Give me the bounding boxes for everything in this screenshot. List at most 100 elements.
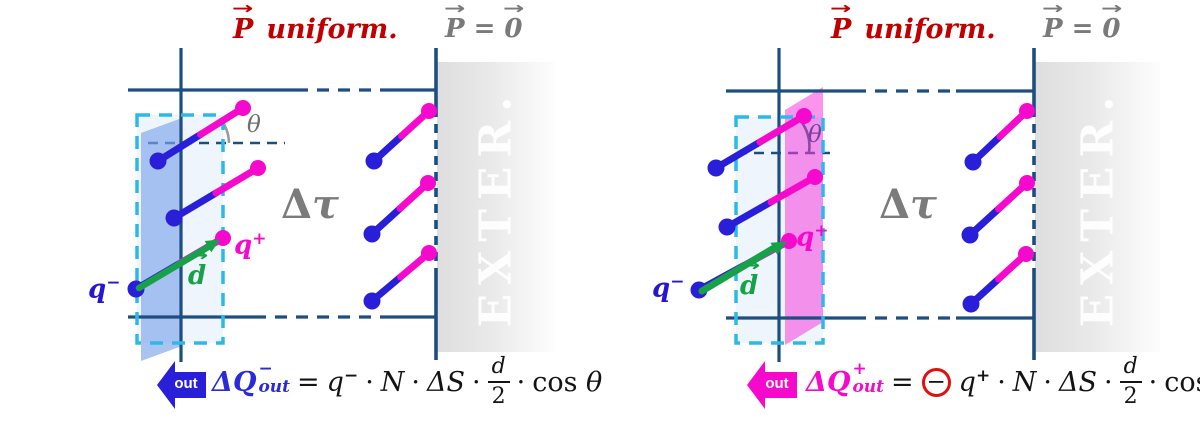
equals-sign: = [473,14,496,44]
fraction-bar [487,380,510,384]
formula-lhs: ΔQ − out [212,359,290,400]
positive-charge-dot [1018,246,1034,262]
control-volume-box [734,115,825,345]
formula-lhs: ΔQ + out [806,360,884,400]
negative-charge-dot [363,292,381,310]
sup-sub-group: − out [258,359,290,397]
delta-s-term: ΔS [427,366,466,398]
p-vector-symbol: → P [444,0,465,44]
p-vector-symbol: → P [1042,0,1063,44]
out-flux-arrow-positive [747,361,797,409]
vector-arrow-icon: → [830,0,852,19]
displacement-vector-right [698,241,787,295]
d-vector-label: → d [739,256,760,301]
uniform-label: uniform. [864,14,996,45]
negative-charge-dot [961,226,979,244]
uniform-label: uniform. [266,14,398,45]
d-over-2-fraction: d 2 [1119,354,1142,409]
negative-charge-dot [718,218,736,236]
right-p-zero-label: → P = → 0 [1042,0,1123,44]
q-letter: q [958,367,976,398]
vector-arrow-icon: → [444,0,466,19]
delta-symbol: Δ [879,181,911,228]
tau-symbol: τ [312,181,339,228]
left-p-zero-label: → P = → 0 [444,0,525,44]
dipole-positive-half [767,173,819,206]
plus-sign: + [814,221,829,241]
vector-arrow-icon: → [232,0,254,19]
minus-superscript: − [343,366,359,386]
delta-q: ΔQ [806,366,851,398]
d-vector-label: → d [187,246,208,291]
zero-digit: 0 [1102,14,1121,44]
exterior-region-right: EXTER. [1035,62,1160,352]
negative-charge-dot [964,153,982,171]
fraction-bar [1119,380,1142,384]
theta-symbol: θ [586,366,603,398]
positive-charge-dot [781,233,797,249]
negative-charge-dot [363,225,381,243]
cos-label: cos [1164,366,1200,398]
tau-symbol: τ [910,181,937,228]
positive-charge-dot [250,160,266,176]
d-letter: d [740,271,759,301]
fraction-numerator: d [1123,354,1138,380]
vector-arrow-icon: → [739,256,761,276]
right-panel-frame [726,48,1036,362]
q-letter: q [88,274,107,305]
positive-charge-dot [421,245,437,261]
cos-theta-term: cos θ [1164,367,1200,398]
plus-superscript: + [975,366,991,386]
p-vector-symbol: → P [830,0,851,45]
right-panel-dipoles [690,103,1035,313]
zero-digit: 0 [504,14,523,44]
minus-sign: − [670,272,685,292]
sup-sub-group: + out [852,360,884,397]
delta-q: ΔQ [212,366,257,398]
q-plus-label: q+ [234,229,266,261]
dot-operator: · [365,366,374,398]
circled-minus-icon: − [921,367,951,397]
left-panel-title: → P uniform. [232,0,398,45]
dot-operator: · [1104,366,1113,398]
n-term: N [1012,366,1037,398]
positive-flux-formula: ΔQ + out = − q+ · N · ΔS · d 2 · cos θ [806,350,1200,414]
minus-sign: − [106,273,121,293]
equals-sign: = [891,366,914,398]
control-volume-box [135,113,225,345]
d-over-2-fraction: d 2 [487,354,510,408]
dot-operator: · [516,366,526,398]
positive-charge-dot [420,175,436,191]
positive-charge-sheet [785,87,823,345]
q-letter: q [796,222,815,253]
dot-operator: · [472,366,481,398]
exterior-region-left: EXTER. [437,62,555,352]
negative-charge-dot [365,152,383,170]
minus-superscript: − [258,359,273,380]
q-term: q− [327,366,359,398]
dipole-positive-half [197,104,247,138]
fraction-numerator: d [491,354,506,380]
p-vector-symbol: → P [232,0,253,45]
d-vector-shaft [135,243,212,292]
negative-charge-dot [707,159,725,177]
positive-charge-dot [796,108,812,124]
dot-operator: · [1043,366,1053,398]
zero-vector-symbol: → 0 [1101,0,1122,44]
positive-charge-dot [215,230,231,246]
out-label: out [174,375,198,392]
out-flux-arrow-negative [157,361,206,409]
q-letter: q [326,367,344,398]
q-letter: q [652,273,671,304]
dot-operator: · [411,366,421,398]
q-minus-label: q− [88,273,120,305]
theta-angle-label: θ [247,112,261,138]
p-letter: P [1043,14,1063,44]
vector-arrow-icon: → [187,246,209,266]
d-vector-head [204,239,220,253]
q-plus-label: q+ [796,221,828,253]
d-vector-symbol: → d [739,256,760,301]
fraction-denominator: 2 [1123,383,1138,409]
right-panel-title: → P uniform. [830,0,996,45]
